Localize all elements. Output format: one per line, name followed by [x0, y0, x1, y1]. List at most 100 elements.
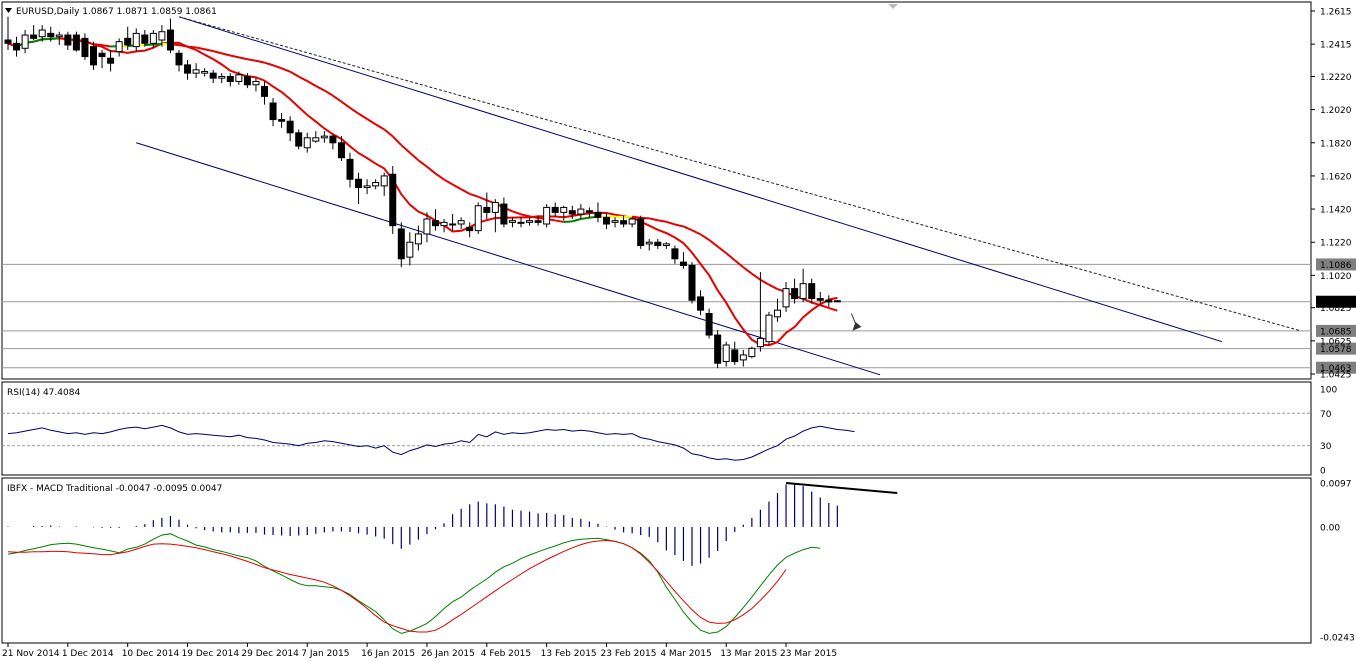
candle[interactable]: [568, 205, 576, 220]
candle[interactable]: [13, 36, 21, 57]
candle[interactable]: [620, 215, 628, 228]
chevron-down-icon[interactable]: [5, 8, 12, 13]
candle[interactable]: [603, 212, 610, 229]
candle[interactable]: [115, 38, 123, 57]
candle[interactable]: [81, 33, 89, 60]
candle[interactable]: [64, 31, 72, 50]
price-chart-area[interactable]: [4, 16, 1300, 376]
macd-subwindow[interactable]: [7, 482, 898, 634]
candle[interactable]: [380, 172, 388, 196]
candle[interactable]: [551, 202, 559, 218]
candle[interactable]: [184, 59, 192, 80]
trendline-channel-lower[interactable]: [136, 142, 881, 376]
candle[interactable]: [149, 30, 157, 49]
candle[interactable]: [226, 73, 234, 87]
candle[interactable]: [799, 268, 807, 302]
candle[interactable]: [739, 349, 747, 367]
candle[interactable]: [697, 290, 705, 316]
candle[interactable]: [320, 131, 328, 143]
candle[interactable]: [423, 212, 431, 243]
candle[interactable]: [397, 222, 405, 268]
candle[interactable]: [269, 98, 277, 127]
candle[interactable]: [816, 291, 824, 306]
candle[interactable]: [756, 272, 764, 352]
candle[interactable]: [748, 346, 756, 359]
trendline-resistance[interactable]: [178, 16, 1300, 331]
candle[interactable]: [662, 242, 670, 249]
candle[interactable]: [166, 18, 174, 54]
candle[interactable]: [671, 245, 679, 264]
candle[interactable]: [560, 205, 568, 221]
candle[interactable]: [645, 238, 653, 251]
candle[interactable]: [517, 217, 525, 228]
candle[interactable]: [243, 73, 251, 89]
candle[interactable]: [491, 199, 499, 233]
candle[interactable]: [628, 217, 636, 228]
candle[interactable]: [218, 73, 226, 84]
candle[interactable]: [483, 192, 491, 220]
candle[interactable]: [594, 202, 602, 223]
candle[interactable]: [457, 217, 465, 229]
macd-divergence-line[interactable]: [785, 482, 898, 494]
candle[interactable]: [508, 217, 516, 228]
candle[interactable]: [731, 341, 739, 365]
candle[interactable]: [611, 217, 619, 228]
candle[interactable]: [585, 207, 593, 218]
candle[interactable]: [808, 278, 816, 304]
candle[interactable]: [132, 28, 140, 52]
candle[interactable]: [500, 197, 508, 228]
candle[interactable]: [158, 25, 166, 47]
candle[interactable]: [534, 215, 542, 226]
candle[interactable]: [722, 341, 730, 367]
candle[interactable]: [252, 78, 260, 92]
candle[interactable]: [329, 134, 337, 150]
candle[interactable]: [637, 215, 645, 249]
candle[interactable]: [474, 202, 482, 234]
trendline-channel-upper[interactable]: [178, 16, 1223, 343]
candle[interactable]: [141, 30, 149, 47]
candle[interactable]: [30, 25, 38, 41]
candle[interactable]: [55, 31, 63, 45]
candle[interactable]: [791, 278, 799, 304]
candle[interactable]: [543, 204, 551, 228]
candle[interactable]: [389, 165, 397, 234]
candle[interactable]: [303, 132, 311, 153]
candle[interactable]: [679, 252, 687, 269]
candle[interactable]: [654, 238, 662, 249]
candle[interactable]: [98, 49, 106, 69]
candle[interactable]: [440, 219, 448, 233]
candle[interactable]: [201, 68, 209, 77]
candle[interactable]: [278, 112, 286, 128]
rsi-subwindow[interactable]: [2, 412, 1311, 461]
candle[interactable]: [355, 172, 363, 205]
candle[interactable]: [414, 225, 422, 251]
candle[interactable]: [175, 49, 183, 72]
candle[interactable]: [705, 308, 713, 339]
candle[interactable]: [372, 179, 380, 190]
candle[interactable]: [774, 298, 781, 322]
candle[interactable]: [4, 16, 12, 50]
candle[interactable]: [72, 31, 80, 52]
candle[interactable]: [261, 81, 268, 105]
candle[interactable]: [825, 295, 833, 307]
candle[interactable]: [688, 262, 696, 304]
candle[interactable]: [346, 152, 354, 188]
candle[interactable]: [124, 26, 132, 50]
candle[interactable]: [235, 71, 243, 85]
candle[interactable]: [47, 26, 55, 42]
candle[interactable]: [526, 217, 534, 226]
candle[interactable]: [363, 179, 371, 195]
candle[interactable]: [466, 222, 474, 238]
candle[interactable]: [432, 209, 439, 231]
candle[interactable]: [286, 116, 294, 142]
candle[interactable]: [312, 131, 320, 143]
candle[interactable]: [833, 300, 841, 303]
candle[interactable]: [577, 204, 585, 220]
candle[interactable]: [209, 69, 217, 84]
candle[interactable]: [107, 49, 115, 72]
candle[interactable]: [765, 311, 773, 345]
candle[interactable]: [714, 330, 722, 369]
candle[interactable]: [406, 232, 414, 266]
candle[interactable]: [782, 282, 790, 312]
candle[interactable]: [449, 214, 457, 231]
